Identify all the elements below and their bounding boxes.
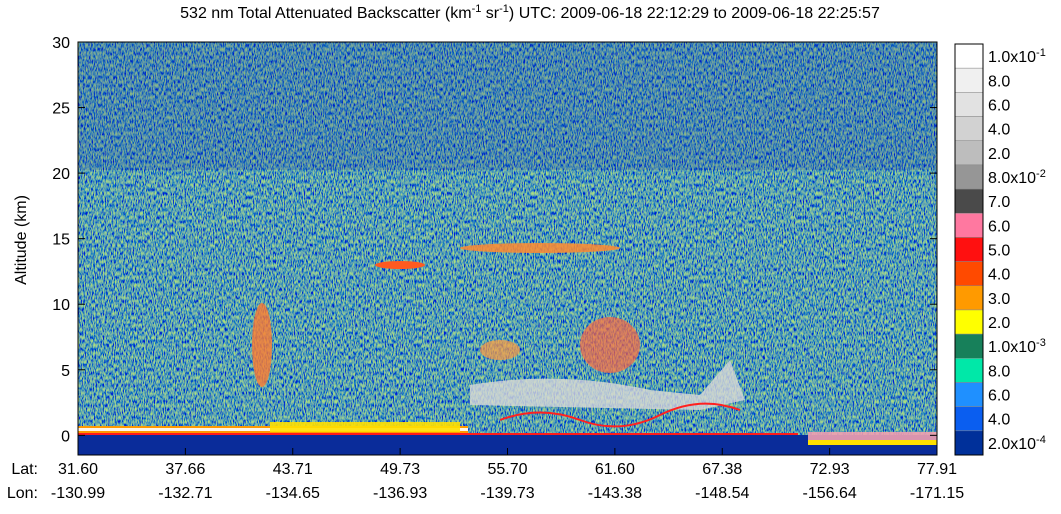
colorbar-label-text: 2.0 [988,315,1010,332]
lon-tick-label: -132.71 [158,485,212,502]
title-text: 532 nm Total Attenuated Backscatter (km [180,5,471,22]
colorbar-label: 8.0 [988,73,1010,90]
lon-tick-label: -171.15 [910,485,964,502]
colorbar-label-text: 6.0 [988,97,1010,114]
colorbar-swatch [955,92,983,116]
y-tick-label: 15 [52,232,70,249]
colorbar-label-exponent: -4 [1036,434,1046,446]
colorbar-label-exponent: -3 [1036,337,1046,349]
colorbar-label: 4.0 [988,267,1010,284]
colorbar-label-text: 2.0 [988,146,1010,163]
title-text: sr [481,5,499,22]
colorbar-swatch [955,44,983,68]
colorbar-label-text: 6.0 [988,218,1010,235]
lon-tick-label: -148.54 [695,485,749,502]
lon-tick-label: -143.38 [588,485,642,502]
chart-title: 532 nm Total Attenuated Backscatter (km-… [180,3,880,22]
colorbar-label-exponent: -1 [1036,47,1046,59]
y-tick-label: 30 [52,35,70,52]
colorbar-label: 1.0x10-3 [988,337,1046,356]
colorbar-label: 2.0 [988,146,1010,163]
y-tick-label: 5 [61,363,70,380]
colorbar-label-text: 5.0 [988,243,1010,260]
lat-tick-label: 67.38 [702,461,742,478]
lon-label: Lon: [7,485,38,502]
colorbar-label-text: 7.0 [988,194,1010,211]
colorbar-label-text: 6.0 [988,388,1010,405]
colorbar-label: 6.0 [988,388,1010,405]
colorbar-swatch [955,431,983,455]
lat-tick-label: 61.60 [595,461,635,478]
lat-tick-label: 77.91 [917,461,957,478]
lon-tick-label: -130.99 [51,485,105,502]
title-superscript: -1 [472,3,482,15]
title-superscript: -1 [499,3,509,15]
y-axis-label: Altitude (km) [13,195,30,285]
curtain-image [78,42,937,455]
colorbar-label: 8.0x10-2 [988,168,1046,187]
colorbar-label: 4.0 [988,412,1010,429]
colorbar-swatch [955,213,983,237]
colorbar-swatch [955,382,983,406]
lat-tick-label: 72.93 [810,461,850,478]
title-text: ) UTC: 2009-06-18 22:12:29 to 2009-06-18… [509,5,880,22]
colorbar-label-text: 3.0 [988,291,1010,308]
lon-tick-label: -136.93 [373,485,427,502]
colorbar-label: 2.0x10-4 [988,434,1046,453]
colorbar-swatch [955,286,983,310]
lat-label: Lat: [11,461,38,478]
colorbar-label: 1.0x10-1 [988,47,1046,66]
lat-tick-label: 43.71 [273,461,313,478]
colorbar-label-text: 1.0x10 [988,49,1036,66]
lon-tick-label: -139.73 [480,485,534,502]
colorbar-label-text: 8.0 [988,73,1010,90]
lon-tick-label: -156.64 [802,485,856,502]
y-tick-label: 10 [52,297,70,314]
y-tick-label: 20 [52,166,70,183]
colorbar-label: 7.0 [988,194,1010,211]
colorbar-swatch [955,407,983,431]
colorbar-label-text: 4.0 [988,412,1010,429]
colorbar-label-exponent: -2 [1036,168,1046,180]
colorbar-swatch [955,358,983,382]
colorbar-label: 3.0 [988,291,1010,308]
lat-tick-label: 37.66 [165,461,205,478]
colorbar-swatch [955,141,983,165]
colorbar-label: 5.0 [988,243,1010,260]
colorbar-label-text: 4.0 [988,267,1010,284]
colorbar-label-text: 8.0x10 [988,170,1036,187]
colorbar-label: 8.0 [988,363,1010,380]
colorbar-swatch [955,189,983,213]
colorbar-label-text: 4.0 [988,122,1010,139]
chart: 532 nm Total Attenuated Backscatter (km-… [0,0,1061,509]
colorbar-swatch [955,334,983,358]
lat-tick-label: 31.60 [58,461,98,478]
y-tick-label: 0 [61,428,70,445]
y-tick-label: 25 [52,101,70,118]
colorbar-swatch [955,310,983,334]
colorbar-label-text: 2.0x10 [988,436,1036,453]
colorbar-swatch [955,117,983,141]
colorbar-swatch [955,68,983,92]
colorbar-swatch [955,237,983,261]
colorbar-label: 2.0 [988,315,1010,332]
colorbar-label: 6.0 [988,97,1010,114]
colorbar-swatch [955,165,983,189]
lon-tick-label: -134.65 [266,485,320,502]
colorbar-label-text: 1.0x10 [988,339,1036,356]
colorbar-label-text: 8.0 [988,363,1010,380]
colorbar-swatch [955,262,983,286]
lat-tick-label: 55.70 [487,461,527,478]
colorbar-label: 6.0 [988,218,1010,235]
colorbar-label: 4.0 [988,122,1010,139]
lat-tick-label: 49.73 [380,461,420,478]
